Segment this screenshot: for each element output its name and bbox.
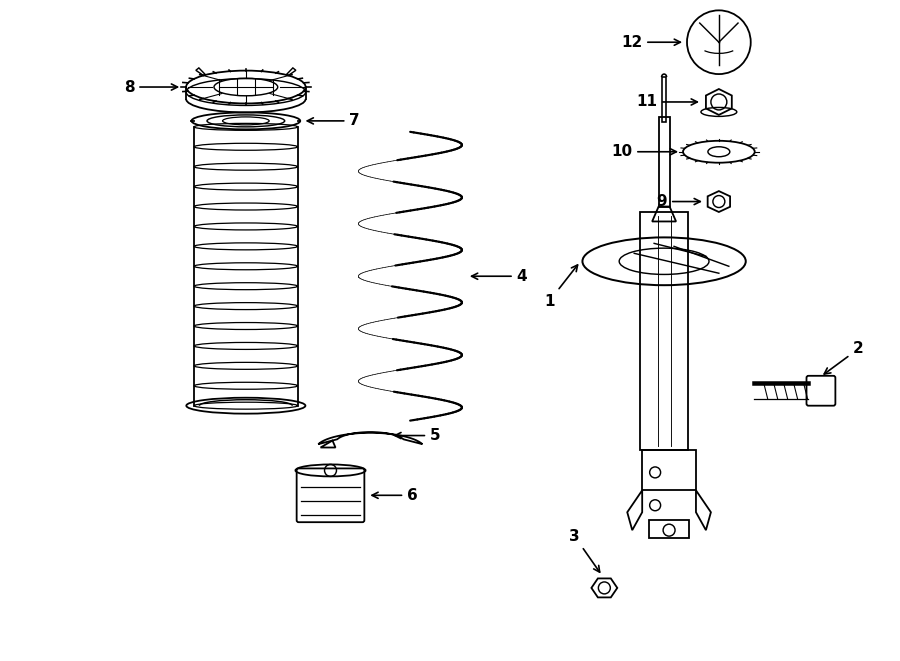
Text: 10: 10 bbox=[611, 144, 677, 159]
Text: 11: 11 bbox=[636, 95, 698, 110]
Text: 12: 12 bbox=[621, 35, 680, 50]
Text: 2: 2 bbox=[824, 342, 864, 374]
Text: 4: 4 bbox=[472, 269, 527, 284]
Text: 5: 5 bbox=[395, 428, 441, 443]
Text: 7: 7 bbox=[307, 114, 360, 128]
Text: 8: 8 bbox=[123, 79, 177, 95]
Text: 1: 1 bbox=[544, 265, 578, 309]
Text: 3: 3 bbox=[569, 529, 599, 572]
Text: 9: 9 bbox=[656, 194, 700, 209]
Text: 6: 6 bbox=[372, 488, 418, 503]
